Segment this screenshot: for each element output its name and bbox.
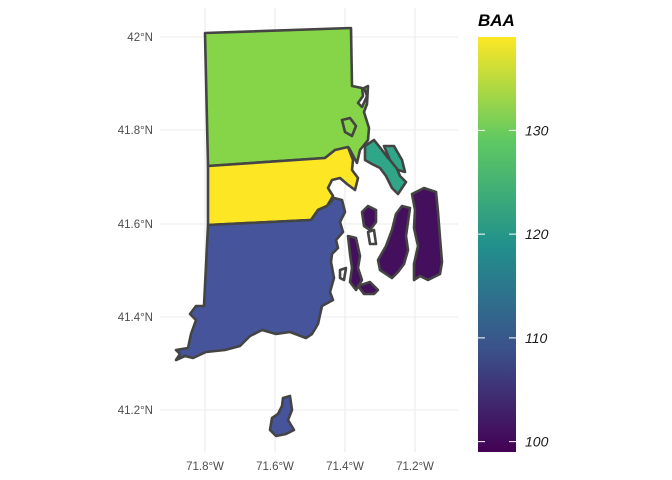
legend-title: BAA	[478, 11, 515, 30]
legend-tick-label: 100	[525, 434, 549, 450]
lon-label: 71.4°W	[326, 461, 364, 473]
county-newport-east[interactable]	[410, 186, 444, 282]
legend-tick-label: 130	[525, 122, 549, 138]
legend-colorbar	[478, 37, 516, 452]
legend-labels: 100 110 120 130	[525, 122, 549, 449]
county-newport-conanicut[interactable]	[346, 234, 364, 292]
lat-label: 42°N	[127, 32, 153, 44]
county-newport-south[interactable]	[356, 280, 380, 296]
county-newport-aquidneck[interactable]	[376, 204, 412, 280]
bay-island	[366, 228, 378, 246]
county-bristol[interactable]	[363, 138, 408, 196]
county-providence[interactable]	[203, 26, 371, 168]
lat-label: 41.6°N	[118, 219, 153, 231]
bay-island	[338, 266, 348, 282]
legend-tick-label: 120	[525, 226, 549, 242]
county-bristol-west[interactable]	[382, 144, 407, 174]
lat-label: 41.4°N	[118, 312, 153, 324]
county-washington-block-island[interactable]	[268, 394, 296, 438]
county-providence-inlet[interactable]	[340, 116, 358, 138]
legend-tick-label: 110	[525, 330, 548, 346]
lon-label: 71.2°W	[396, 461, 434, 473]
county-washington[interactable]	[174, 196, 347, 362]
legend-ticks	[478, 129, 516, 443]
lon-label: 71.6°W	[256, 461, 294, 473]
county-newport-prudence[interactable]	[360, 204, 378, 232]
lon-label: 71.8°W	[186, 461, 224, 473]
lat-label: 41.2°N	[118, 405, 153, 417]
lat-label: 41.8°N	[118, 125, 153, 137]
